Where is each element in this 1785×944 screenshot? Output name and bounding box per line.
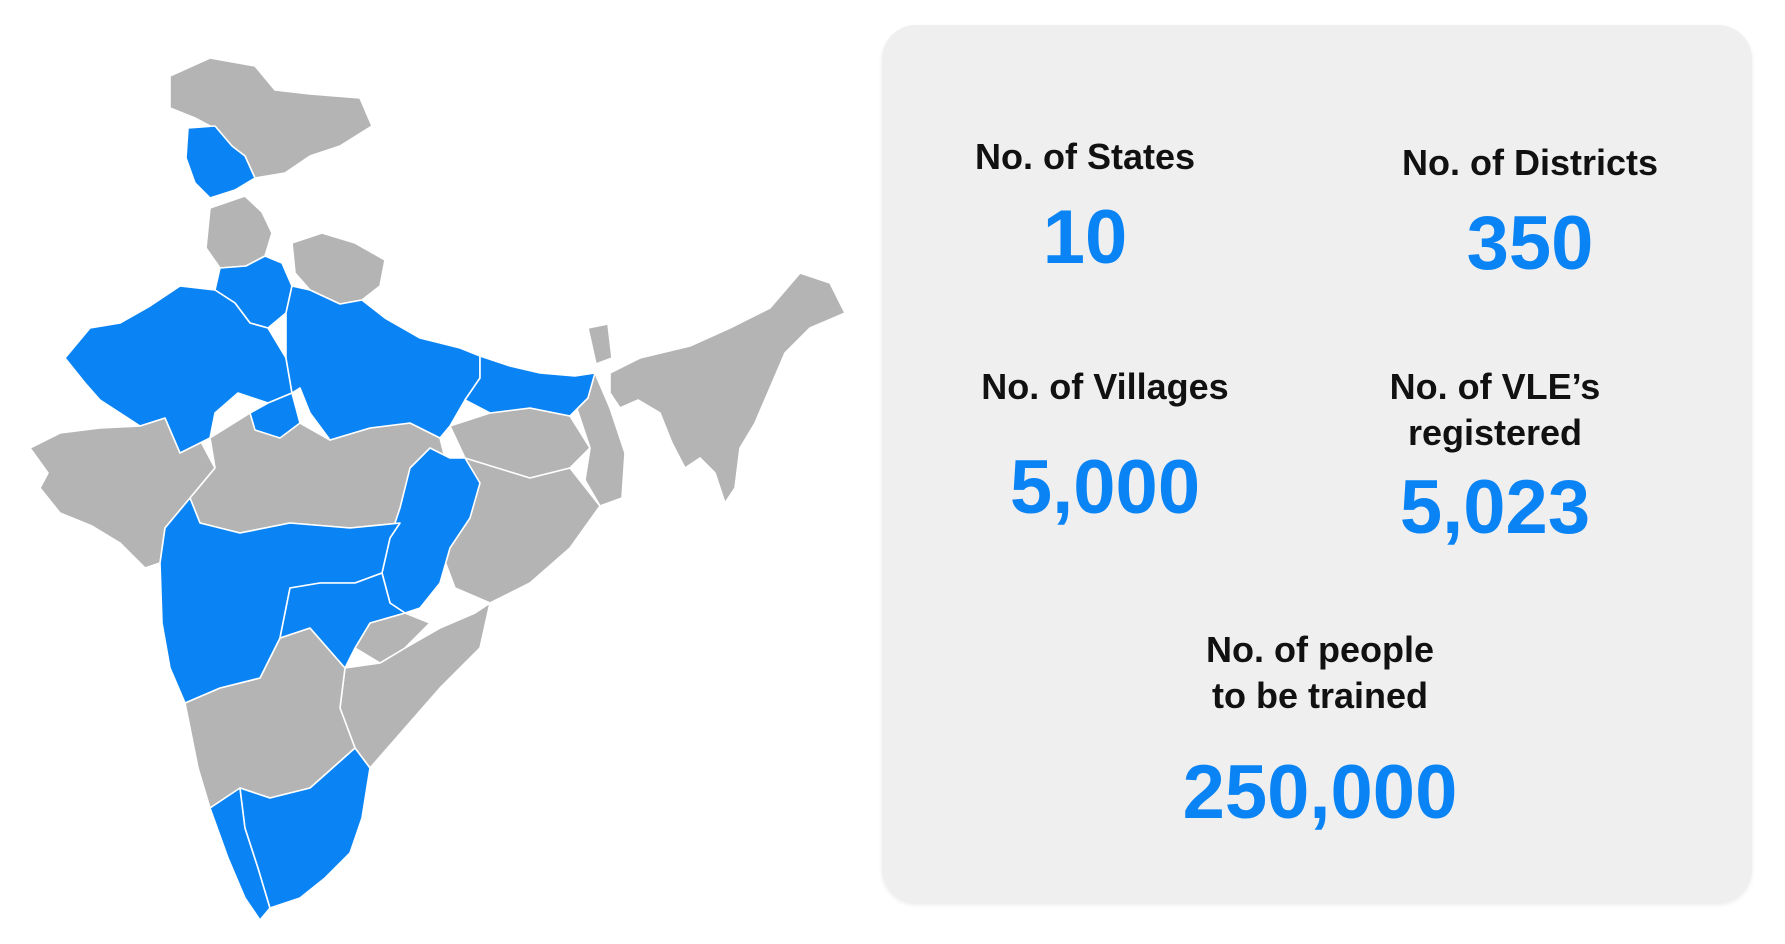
stat-people-label: No. of people to be trained [1206, 629, 1434, 716]
stat-villages-value: 5,000 [1009, 445, 1201, 530]
stat-villages: No. of Villages 5,000 [925, 364, 1285, 528]
state-sikkim [587, 323, 613, 365]
state-jammu-kashmir [169, 57, 373, 179]
stat-people: No. of people to be trained 250,000 [1140, 627, 1500, 833]
state-mp-north-region [249, 392, 301, 439]
stat-districts-label: No. of Districts [1401, 142, 1659, 183]
stat-vles: No. of VLE’s registered 5,023 [1315, 364, 1675, 548]
state-bihar [464, 355, 596, 417]
india-map [10, 28, 850, 928]
state-himachal-pradesh [185, 125, 256, 199]
stat-districts-value: 350 [1466, 201, 1594, 286]
stat-vles-value: 5,023 [1399, 465, 1591, 550]
state-west-bengal [569, 372, 626, 507]
state-telangana [279, 572, 406, 669]
stat-villages-label: No. of Villages [981, 366, 1229, 407]
state-north-east [609, 272, 846, 504]
stat-people-value: 250,000 [1182, 750, 1458, 835]
state-tamil-nadu [239, 747, 371, 909]
stat-states-value: 10 [1042, 195, 1128, 280]
stat-states-label: No. of States [974, 136, 1196, 177]
stats-panel [882, 25, 1752, 903]
state-uttar-pradesh [285, 285, 481, 441]
stat-states: No. of States 10 [905, 134, 1265, 278]
stat-districts: No. of Districts 350 [1350, 140, 1710, 284]
stat-vles-label: No. of VLE’s registered [1389, 366, 1601, 453]
india-map-svg [29, 57, 846, 921]
state-uttarakhand [291, 232, 386, 305]
